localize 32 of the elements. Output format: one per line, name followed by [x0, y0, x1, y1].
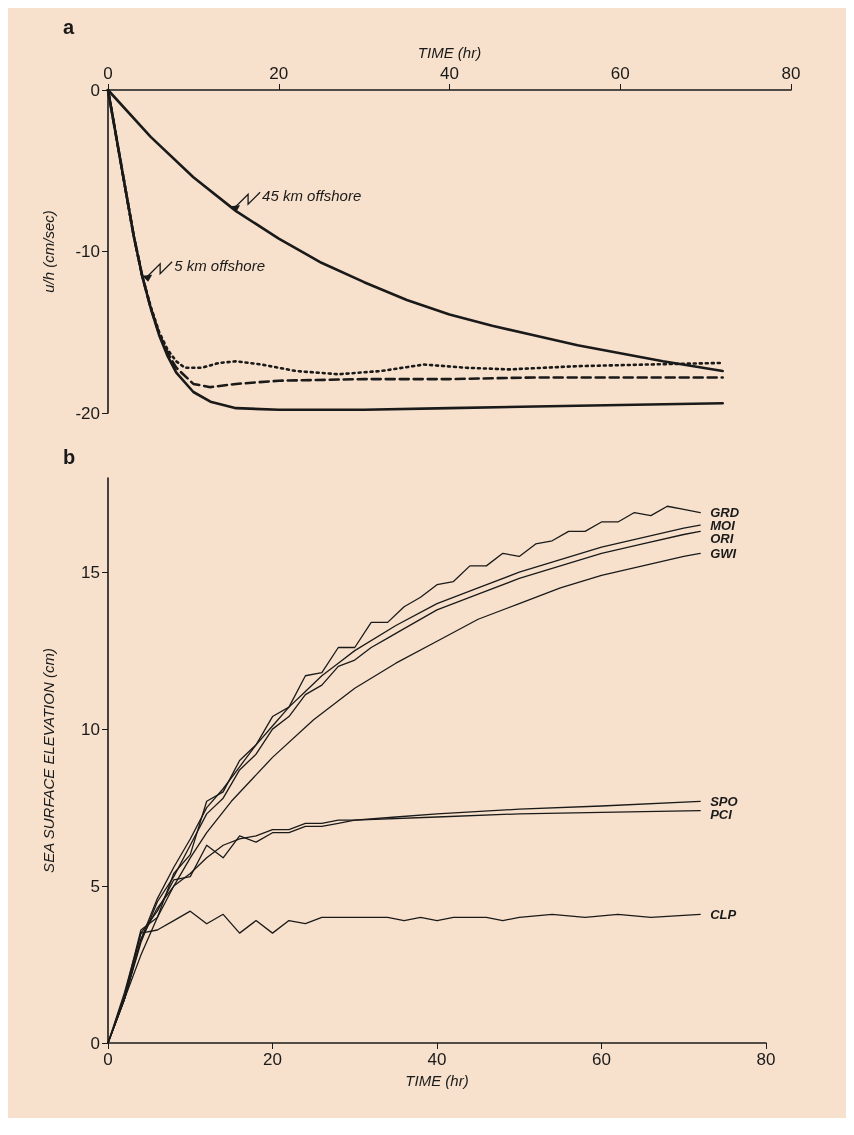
x-tick-label: 60: [610, 64, 630, 83]
y-axis-title: u/h (cm/sec): [40, 210, 57, 293]
series-label: ORI: [710, 531, 734, 547]
annotation: 5 km offshore: [174, 256, 266, 274]
x-axis-title: TIME (hr): [405, 1072, 469, 1089]
chart-title: b: [63, 446, 76, 468]
x-axis-title: TIME (hr): [417, 44, 482, 61]
x-tick-label: 40: [427, 1050, 447, 1069]
x-tick-label: 40: [440, 64, 459, 83]
chart-title: a: [63, 16, 75, 38]
y-tick-label: 10: [81, 719, 100, 739]
annotation: 45 km offshore: [262, 187, 362, 205]
y-tick-label: -20: [75, 403, 100, 423]
series-label: MOI: [710, 518, 736, 534]
series-label: SPO: [710, 793, 738, 809]
y-tick-label: 0: [90, 80, 100, 100]
x-tick-label: 0: [103, 1050, 113, 1069]
y-tick-label: 0: [90, 1033, 100, 1053]
series-label: GWI: [710, 545, 737, 561]
x-tick-label: 20: [263, 1050, 282, 1069]
x-tick-label: 80: [756, 1050, 776, 1069]
series-label: GRD: [710, 505, 740, 521]
x-tick-label: 60: [592, 1050, 611, 1069]
y-axis-title: SEA SURFACE ELEVATION (cm): [40, 648, 57, 873]
y-tick-label: -10: [75, 242, 100, 261]
series-label: PCI: [710, 806, 733, 822]
y-tick-label: 5: [90, 876, 100, 896]
x-tick-label: 20: [269, 64, 289, 83]
y-tick-label: 15: [81, 562, 100, 582]
series-label: CLP: [710, 906, 737, 922]
x-tick-label: 80: [781, 64, 801, 83]
x-tick-label: 0: [103, 64, 113, 83]
